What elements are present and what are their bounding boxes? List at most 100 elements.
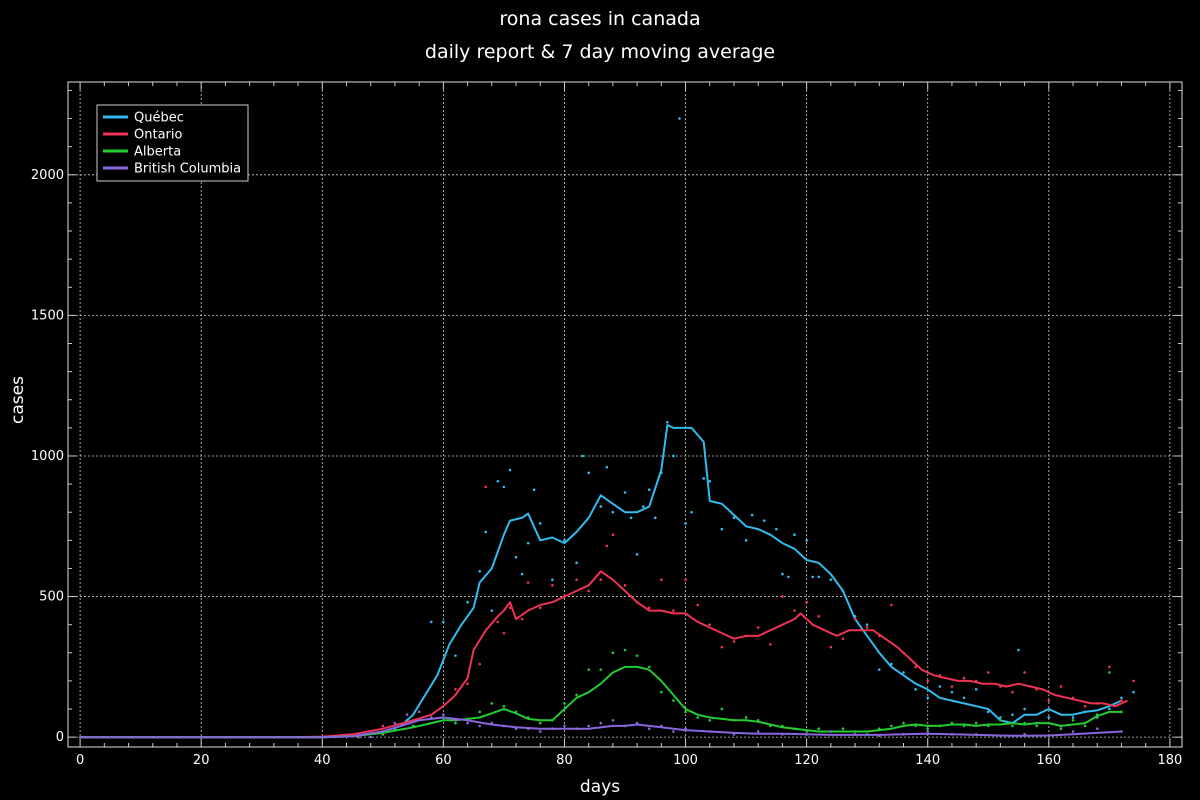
- alberta-daily-point: [1108, 671, 1111, 674]
- british-columbia-daily-point: [417, 710, 421, 714]
- alberta-daily-point: [599, 668, 603, 671]
- alberta-daily-point: [1035, 724, 1038, 728]
- axis-ticks: 0 20 40 60 80 100 120 140 160 180 0 500 1000 1500 2000: [31, 82, 1182, 768]
- x-tick-label: 0: [76, 753, 84, 768]
- qu-bec-daily-point: [587, 471, 590, 475]
- alberta-daily-point: [926, 727, 930, 731]
- ontario-avg-line: [80, 570, 1128, 739]
- british-columbia-daily-point: [563, 724, 566, 728]
- british-columbia-daily-point: [672, 730, 675, 733]
- qu-bec-daily-point: [974, 688, 978, 691]
- alberta-daily-point: [611, 651, 615, 655]
- alberta-daily-point: [490, 702, 494, 705]
- alberta-daily-point: [1071, 718, 1075, 722]
- ontario-daily-point: [781, 595, 784, 598]
- qu-bec-daily-point: [787, 575, 790, 579]
- ontario-daily-point: [538, 606, 542, 610]
- ontario-daily-point: [484, 485, 488, 489]
- legend: Québec Ontario Alberta British Columbia: [96, 104, 249, 182]
- qu-bec-daily-point: [635, 553, 639, 556]
- alberta-daily-point: [744, 716, 748, 719]
- alberta-daily-point: [1011, 724, 1014, 728]
- qu-bec-daily-point: [775, 527, 778, 531]
- alberta-daily-point: [708, 718, 712, 722]
- british-columbia-daily-point: [369, 736, 372, 739]
- ontario-daily-point: [696, 603, 699, 607]
- y-tick-label: 0: [56, 730, 64, 745]
- british-columbia-daily-point: [478, 724, 481, 728]
- x-tick-label: 20: [193, 753, 210, 768]
- x-tick-label: 140: [915, 753, 940, 768]
- qu-bec-daily-point: [532, 488, 536, 492]
- qu-bec-daily-point: [442, 620, 445, 624]
- ontario-daily-point: [926, 679, 930, 683]
- y-tick-label: 1000: [31, 449, 64, 464]
- ontario-daily-point: [520, 617, 524, 621]
- y-tick-label: 1500: [31, 308, 64, 323]
- qu-bec-daily-point: [611, 510, 615, 514]
- ontario-daily-point: [605, 544, 609, 548]
- alberta-daily-point: [454, 721, 457, 725]
- british-columbia-daily-point: [1095, 727, 1099, 731]
- qu-bec-daily-point: [684, 522, 687, 525]
- qu-bec-avg-line: [80, 424, 1122, 739]
- ontario-daily-point: [1011, 690, 1014, 694]
- qu-bec-daily-point: [926, 696, 930, 700]
- x-tick-label: 40: [314, 753, 331, 768]
- qu-bec-daily-point: [938, 685, 942, 688]
- british-columbia-daily-point: [599, 721, 603, 725]
- ontario-daily-point: [526, 581, 530, 584]
- alberta-daily-point: [563, 702, 566, 705]
- british-columbia-daily-point: [829, 730, 833, 733]
- alberta-daily-point: [502, 704, 506, 708]
- ontario-daily-point: [508, 606, 512, 610]
- qu-bec-daily-point: [623, 491, 627, 494]
- qu-bec-daily-point: [490, 609, 494, 612]
- ontario-daily-point: [611, 533, 615, 537]
- alberta-daily-point: [890, 724, 893, 728]
- alberta-daily-point: [817, 727, 821, 731]
- qu-bec-daily-point: [781, 572, 784, 576]
- ontario-daily-point: [551, 584, 554, 587]
- ontario-daily-point: [805, 600, 808, 604]
- ontario-daily-point: [756, 626, 760, 629]
- x-tick-label: 160: [1036, 753, 1061, 768]
- qu-bec-daily-point: [829, 578, 833, 581]
- british-columbia-daily-point: [587, 724, 590, 728]
- grid-lines: [68, 82, 1182, 747]
- qu-bec-daily-point: [599, 505, 603, 508]
- alberta-daily-point: [623, 648, 627, 652]
- qu-bec-daily-point: [672, 454, 675, 458]
- ontario-daily-point: [720, 645, 724, 649]
- ontario-daily-point: [1047, 699, 1051, 702]
- qu-bec-daily-point: [1120, 696, 1123, 700]
- ontario-daily-point: [660, 578, 663, 581]
- qu-bec-daily-point: [914, 688, 917, 691]
- alberta-daily-point: [1083, 724, 1087, 728]
- qu-bec-daily-point: [1023, 707, 1026, 711]
- qu-bec-daily-point: [817, 575, 821, 579]
- british-columbia-daily-point: [756, 730, 760, 733]
- qu-bec-daily-point: [484, 530, 488, 534]
- qu-bec-daily-point: [805, 539, 808, 542]
- ontario-daily-point: [732, 640, 736, 643]
- qu-bec-daily-point: [508, 468, 512, 472]
- qu-bec-daily-point: [950, 690, 954, 694]
- ontario-daily-point: [769, 643, 772, 646]
- alberta-daily-point: [660, 690, 663, 694]
- qu-bec-daily-point: [502, 485, 506, 489]
- qu-bec-daily-point: [750, 513, 754, 517]
- ontario-daily-point: [623, 584, 627, 587]
- ontario-daily-point: [684, 578, 687, 581]
- plot-frame: [67, 81, 1183, 748]
- ontario-daily-point: [841, 637, 845, 641]
- qu-bec-daily-point: [526, 541, 530, 545]
- qu-bec-daily-point: [986, 710, 990, 714]
- british-columbia-daily-point: [357, 736, 360, 739]
- british-columbia-avg-line: [80, 716, 1122, 739]
- ontario-daily-point: [853, 617, 857, 621]
- qu-bec-daily-point: [690, 510, 693, 514]
- british-columbia-daily-point: [442, 713, 445, 716]
- british-columbia-daily-point: [538, 730, 542, 733]
- ontario-daily-point: [1023, 671, 1026, 674]
